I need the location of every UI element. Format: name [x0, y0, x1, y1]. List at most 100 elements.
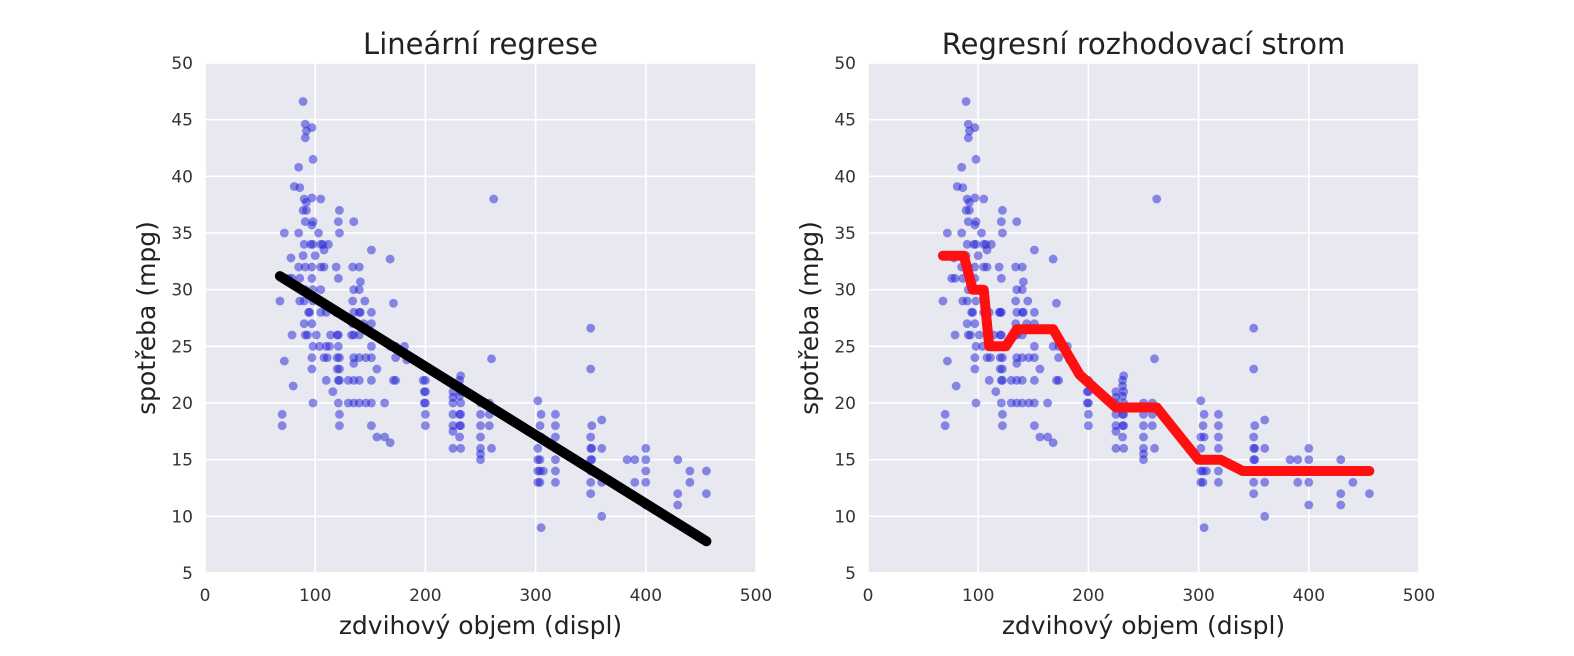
data-point: [998, 421, 1007, 431]
data-point: [1196, 396, 1206, 406]
data-point: [448, 421, 458, 431]
data-point: [311, 330, 321, 340]
data-point: [535, 477, 545, 487]
data-point: [970, 364, 980, 374]
data-point: [1249, 323, 1259, 333]
data-point: [307, 123, 317, 132]
data-point: [456, 371, 466, 381]
y-tick-label: 20: [834, 394, 856, 414]
y-tick-label: 20: [171, 394, 193, 414]
data-point: [1199, 523, 1209, 533]
data-point: [622, 455, 632, 465]
data-point: [1018, 277, 1028, 287]
data-point: [1054, 353, 1064, 363]
data-point: [1054, 375, 1064, 385]
data-point: [1199, 432, 1209, 442]
data-point: [308, 217, 318, 227]
y-tick-label: 45: [171, 111, 193, 131]
data-point: [335, 353, 344, 363]
data-point: [1035, 364, 1045, 374]
data-point: [455, 432, 464, 442]
data-point: [315, 341, 325, 351]
data-point: [448, 392, 458, 402]
data-point: [299, 319, 309, 329]
data-point: [673, 500, 683, 510]
data-point: [586, 489, 596, 499]
data-point: [1249, 364, 1259, 374]
data-point: [551, 455, 560, 465]
data-point: [1304, 455, 1314, 465]
data-point: [641, 466, 651, 476]
plot-area: [205, 63, 756, 573]
data-point: [489, 194, 499, 204]
data-point: [328, 387, 338, 397]
data-point: [307, 319, 317, 329]
data-point: [979, 194, 989, 204]
data-point: [1030, 398, 1039, 408]
data-point: [380, 398, 390, 408]
data-point: [673, 455, 683, 465]
data-point: [587, 421, 597, 431]
y-tick-label: 50: [171, 54, 193, 74]
data-point: [1119, 371, 1129, 381]
data-point: [996, 330, 1006, 340]
data-point: [1214, 466, 1223, 476]
y-tick-label: 5: [845, 564, 856, 584]
scatter-points: [938, 97, 1374, 533]
data-point: [421, 375, 430, 385]
x-tick-label: 200: [1072, 586, 1104, 606]
data-point: [348, 296, 358, 306]
data-point: [367, 245, 376, 255]
data-point: [938, 296, 948, 306]
data-point: [996, 307, 1006, 317]
data-point: [962, 319, 972, 329]
data-point: [533, 396, 543, 406]
y-tick-label: 40: [171, 167, 193, 187]
data-point: [551, 432, 560, 442]
data-point: [957, 162, 967, 172]
data-point: [303, 330, 312, 340]
data-point: [314, 228, 323, 238]
data-point: [1017, 375, 1027, 385]
data-point: [673, 489, 683, 499]
chart-title: Lineární regrese: [363, 27, 598, 61]
data-point: [597, 511, 607, 521]
data-point: [587, 455, 597, 465]
data-point: [1198, 477, 1208, 487]
data-point: [1119, 443, 1129, 453]
data-point: [294, 228, 304, 238]
data-point: [421, 409, 430, 419]
data-point: [970, 193, 980, 203]
data-point: [1043, 432, 1053, 442]
data-point: [421, 387, 430, 397]
data-point: [286, 253, 296, 263]
data-point: [385, 254, 395, 264]
data-point: [288, 381, 298, 391]
data-point: [448, 409, 458, 419]
data-point: [996, 273, 1006, 283]
data-point: [962, 296, 972, 306]
plot-area: [868, 63, 1419, 573]
chart-title: Regresní rozhodovací strom: [942, 27, 1345, 61]
data-point: [294, 262, 304, 272]
x-tick-label: 100: [299, 586, 331, 606]
data-point: [277, 421, 287, 431]
data-point: [970, 353, 980, 363]
data-point: [971, 341, 981, 351]
data-point: [597, 443, 607, 453]
data-point: [996, 217, 1006, 227]
data-point: [331, 262, 341, 272]
y-tick-label: 25: [834, 337, 856, 357]
data-point: [1030, 421, 1039, 431]
x-tick-label: 500: [740, 586, 772, 606]
data-point: [1017, 262, 1027, 272]
data-point: [966, 330, 975, 340]
data-point: [275, 296, 285, 306]
data-point: [279, 356, 289, 366]
data-point: [586, 323, 596, 333]
data-point: [1152, 194, 1162, 204]
data-point: [998, 409, 1007, 419]
x-tick-label: 400: [1293, 586, 1325, 606]
data-point: [1336, 489, 1346, 499]
